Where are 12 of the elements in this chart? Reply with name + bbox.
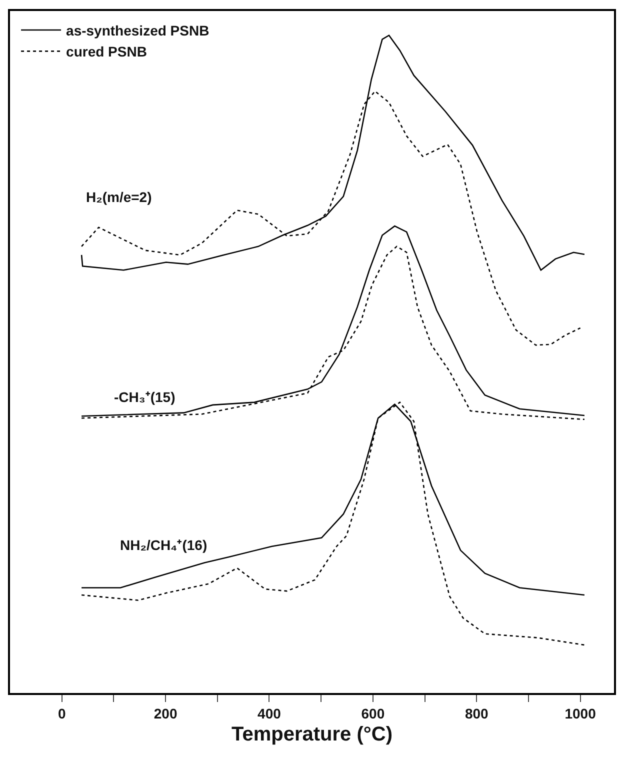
x-tick-label: 200	[154, 706, 178, 722]
legend-label: cured PSNB	[66, 44, 147, 60]
x-tick-label: 1000	[564, 706, 596, 722]
x-tick-label: 400	[258, 706, 282, 722]
x-tick-label: 600	[361, 706, 385, 722]
annotation: NH₂/CH₄⁺(16)	[120, 537, 208, 553]
x-tick-label: 0	[58, 706, 66, 722]
legend-label: as-synthesized PSNB	[66, 22, 210, 38]
annotation: H₂(m/e=2)	[86, 189, 152, 205]
annotation: -CH₃⁺(15)	[114, 389, 176, 405]
x-tick-label: 800	[464, 706, 489, 722]
x-axis-title: Temperature (°C)	[232, 724, 392, 746]
